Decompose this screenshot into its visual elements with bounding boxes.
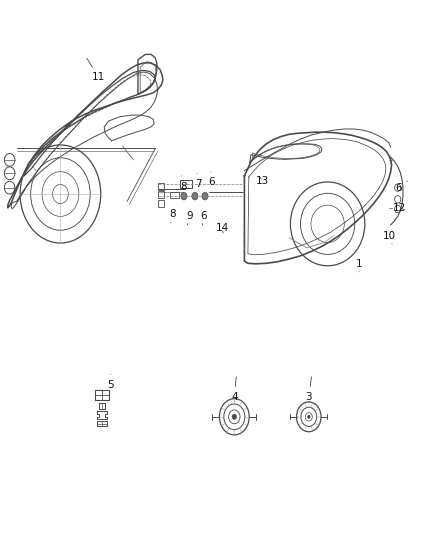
Text: 6: 6 xyxy=(200,211,207,225)
Text: 10: 10 xyxy=(382,231,396,244)
FancyBboxPatch shape xyxy=(158,191,164,198)
Text: 9: 9 xyxy=(186,211,193,225)
Text: 8: 8 xyxy=(170,209,177,223)
Text: 12: 12 xyxy=(393,203,406,213)
Text: 13: 13 xyxy=(256,176,269,186)
Circle shape xyxy=(202,192,208,200)
FancyBboxPatch shape xyxy=(158,183,164,190)
Text: 3: 3 xyxy=(305,377,312,402)
Text: 14: 14 xyxy=(216,223,229,233)
Circle shape xyxy=(232,414,237,419)
FancyBboxPatch shape xyxy=(170,192,179,198)
Text: 11: 11 xyxy=(87,58,105,82)
Circle shape xyxy=(307,415,310,418)
Text: 1: 1 xyxy=(356,259,363,272)
Text: 4: 4 xyxy=(231,377,238,402)
Text: 8: 8 xyxy=(180,176,187,191)
Text: 7: 7 xyxy=(194,173,201,189)
Text: 6: 6 xyxy=(208,172,215,187)
Text: 5: 5 xyxy=(107,374,114,390)
Circle shape xyxy=(192,192,198,200)
FancyBboxPatch shape xyxy=(158,200,164,207)
Circle shape xyxy=(181,192,187,200)
Text: 6: 6 xyxy=(395,181,407,192)
FancyBboxPatch shape xyxy=(180,180,192,188)
